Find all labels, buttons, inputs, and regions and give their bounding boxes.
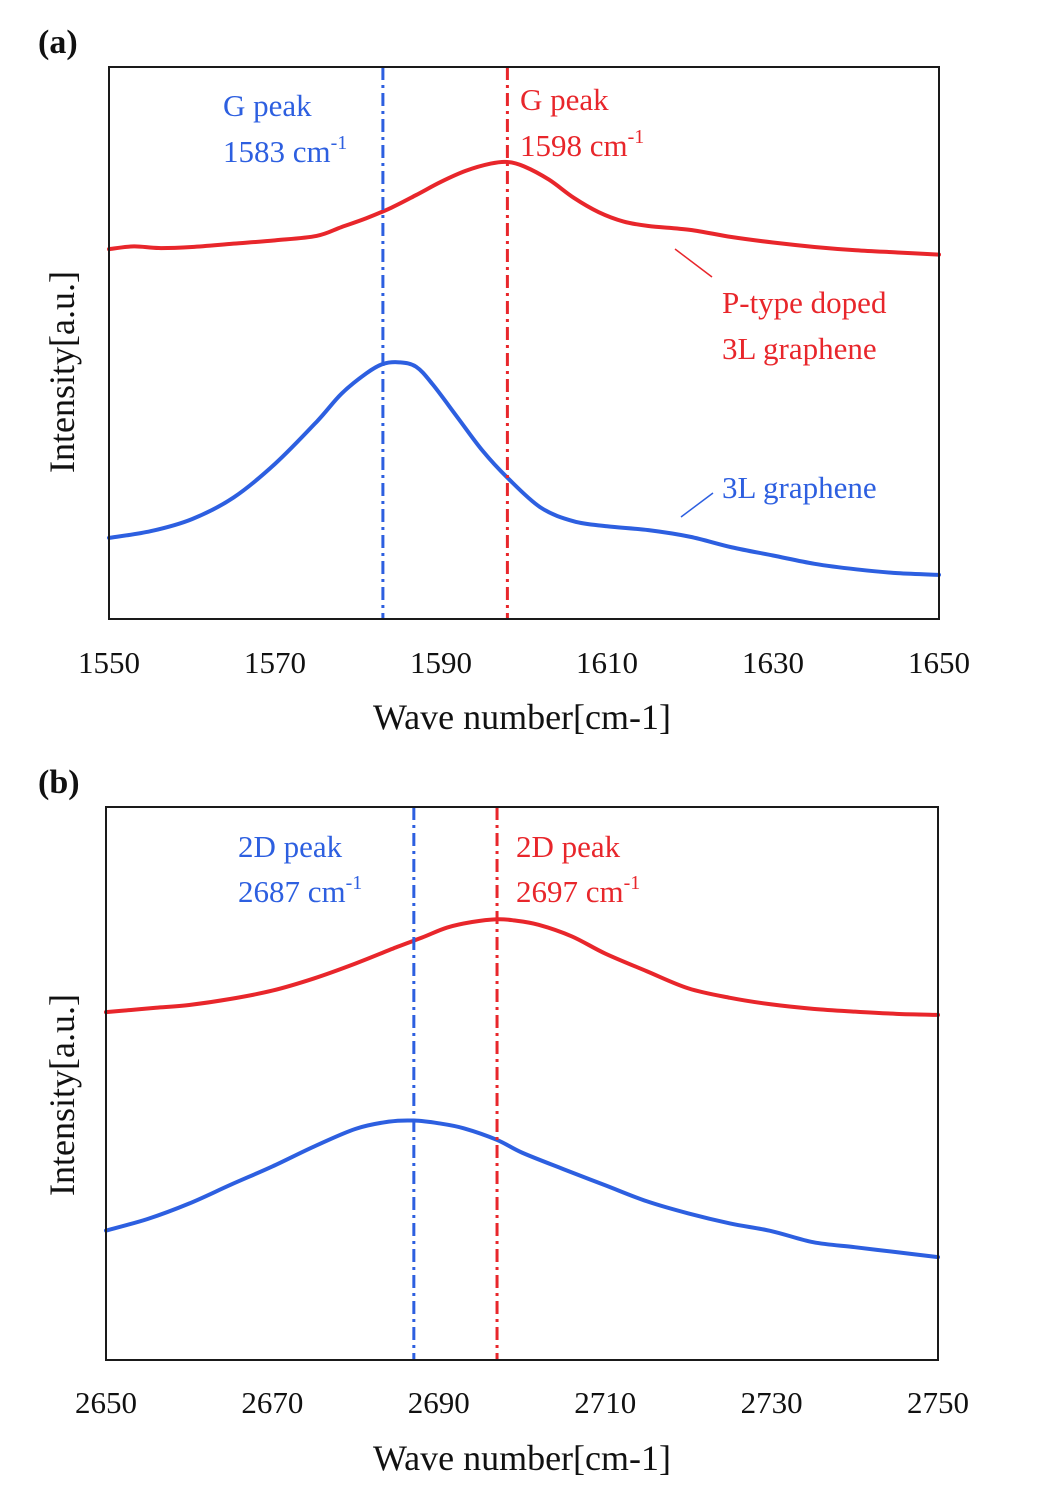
x-tick-labels-b: 2650 2670 2690 2710 2730 2750 [75,1385,969,1420]
panel-label-a: (a) [38,24,78,61]
x-axis-title-b: Wave number[cm-1] [373,1438,671,1478]
x-tick-label-b-2710: 2710 [574,1385,636,1420]
label-p-type-line2: 3L graphene [722,331,877,366]
plot-frame-b [105,806,939,1361]
x-tick-label-b-2670: 2670 [241,1385,303,1420]
2d-peak-blue-value: 2687 cm-1 [238,872,362,909]
x-tick-label-a-1630: 1630 [742,645,804,680]
label-3l-graphene: 3L graphene [722,470,877,505]
series-line-a-3l-graphene [107,360,941,577]
2d-peak-blue-title: 2D peak [238,829,343,864]
x-axis-title-a: Wave number[cm-1] [373,697,671,737]
peak-lines-a [381,67,509,619]
x-tick-label-a-1650: 1650 [908,645,970,680]
x-tick-label-b-2650: 2650 [75,1385,137,1420]
panel-a: (a) 1550 1570 1590 1610 1630 1650 G peak 1583… [38,24,970,737]
g-peak-red-title: G peak [520,82,609,117]
g-peak-blue-value: 1583 cm-1 [223,132,347,169]
g-peak-red-value: 1598 cm-1 [520,126,644,163]
plot-frame-a [108,66,940,620]
2d-peak-red-value: 2697 cm-1 [516,872,640,909]
peak-lines-b [412,807,499,1360]
p-type-leader-line [674,248,713,278]
x-tick-label-a-1550: 1550 [78,645,140,680]
x-tick-label-b-2730: 2730 [741,1385,803,1420]
series-line-a-p-type-doped [107,159,941,257]
series-group-a [107,159,941,577]
2d-peak-red-title: 2D peak [516,829,621,864]
x-tick-labels-a: 1550 1570 1590 1610 1630 1650 [78,645,970,680]
x-tick-label-a-1610: 1610 [576,645,638,680]
g-peak-blue-title: G peak [223,88,312,123]
panel-b: (b) 2650 2670 2690 2710 2730 2750 2D peak 268… [38,764,969,1478]
y-axis-title-a: Intensity[a.u.] [42,271,82,473]
x-tick-label-b-2690: 2690 [408,1385,470,1420]
x-tick-label-b-2750: 2750 [907,1385,969,1420]
label-p-type-line1: P-type doped [722,285,887,320]
x-tick-label-a-1590: 1590 [410,645,472,680]
y-axis-title-b: Intensity[a.u.] [42,994,82,1196]
3l-leader-line [680,492,714,518]
x-tick-label-a-1570: 1570 [244,645,306,680]
panel-label-b: (b) [38,764,80,801]
